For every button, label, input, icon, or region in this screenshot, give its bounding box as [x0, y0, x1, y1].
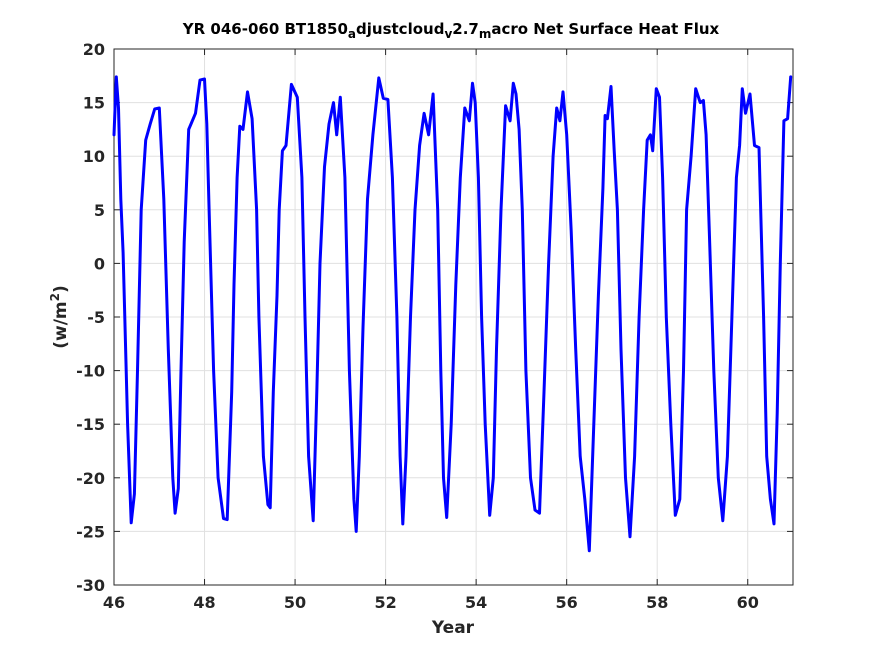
title-segment: YR 046-060 BT1850 [182, 20, 348, 38]
x-tick-label: 54 [465, 593, 487, 612]
x-tick-label: 58 [646, 593, 668, 612]
title-subscript: v [444, 27, 452, 41]
x-axis-title: Year [431, 618, 475, 638]
chart-title: YR 046-060 BT1850adjustcloudv2.7macro Ne… [182, 20, 720, 41]
y-tick-label: -20 [76, 469, 105, 488]
x-tick-labels: 46 48 50 52 54 56 58 60 [103, 593, 759, 612]
y-tick-label: 15 [83, 94, 105, 113]
title-subscript: m [479, 27, 492, 41]
x-tick-label: 60 [737, 593, 759, 612]
y-tick-labels: -30 -25 -20 -15 -10 -5 0 5 10 15 20 [76, 40, 105, 595]
y-tick-label: -25 [76, 522, 105, 541]
y-tick-label: 20 [83, 40, 105, 59]
title-subscript: a [348, 27, 356, 41]
x-tick-label: 48 [193, 593, 215, 612]
x-tick-label: 56 [556, 593, 578, 612]
y-axis-title-close: ) [51, 285, 71, 293]
y-tick-label: 0 [94, 254, 105, 273]
y-tick-label: -15 [76, 415, 105, 434]
y-axis-title-superscript: 2 [48, 293, 62, 301]
y-tick-label: 5 [94, 201, 105, 220]
title-segment: 2.7 [452, 20, 479, 38]
axis-ticks [113, 48, 793, 586]
series-line [112, 75, 793, 553]
y-axis-title: (w/m2) [48, 285, 71, 349]
x-tick-label: 52 [374, 593, 396, 612]
y-tick-label: -30 [76, 576, 105, 595]
x-tick-label: 46 [103, 593, 125, 612]
y-tick-label: -5 [87, 308, 105, 327]
y-axis-title-base: (w/m [51, 301, 71, 348]
title-segment: acro Net Surface Heat Flux [491, 20, 719, 38]
y-tick-label: -10 [76, 362, 105, 381]
y-tick-label: 10 [83, 147, 105, 166]
x-tick-label: 50 [284, 593, 306, 612]
title-segment: djustcloud [356, 20, 444, 38]
